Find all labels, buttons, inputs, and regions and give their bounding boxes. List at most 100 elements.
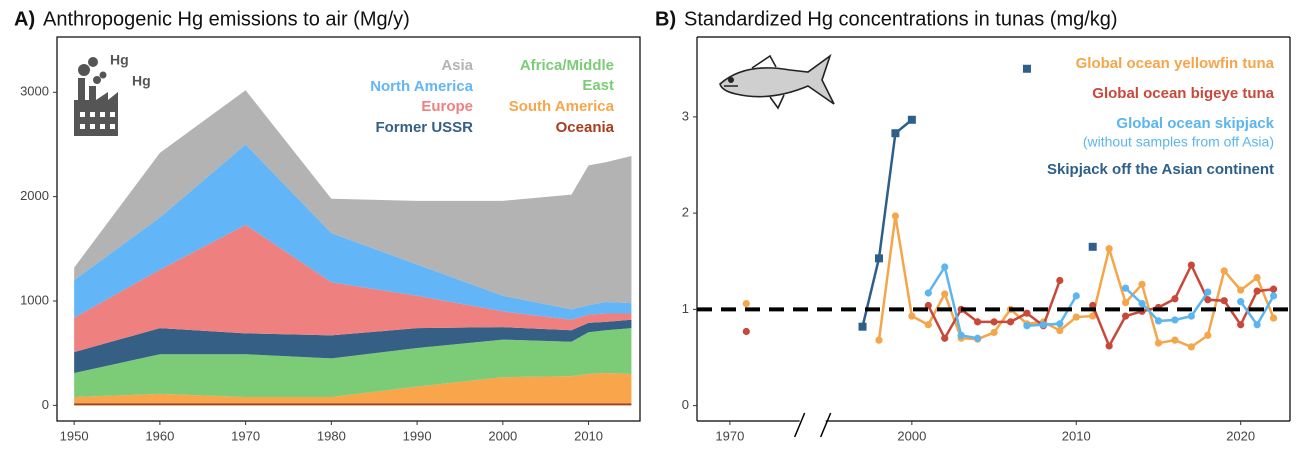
chart-title: Anthropogenic Hg emissions to air (Mg/y) xyxy=(43,8,410,30)
point xyxy=(941,290,948,297)
point xyxy=(1056,327,1063,334)
x-tick-label: 2020 xyxy=(1226,428,1255,443)
legend-label: Global ocean skipjack xyxy=(1116,115,1274,132)
point xyxy=(1221,297,1228,304)
x-tick-label: 2010 xyxy=(1062,428,1091,443)
axis-break xyxy=(795,413,805,437)
point xyxy=(743,328,750,335)
point xyxy=(1254,287,1261,294)
point xyxy=(892,212,899,219)
point xyxy=(1204,332,1211,339)
point xyxy=(958,332,965,339)
legend-note: (without samples from off Asia) xyxy=(1083,134,1274,150)
x-tick-label: 1990 xyxy=(403,428,432,443)
legend-label: Skipjack off the Asian continent xyxy=(1047,161,1274,178)
icon-part xyxy=(96,92,118,100)
point xyxy=(875,254,883,262)
point xyxy=(1056,277,1063,284)
legend-label: Global ocean yellowfin tuna xyxy=(1076,55,1275,72)
legend-label: Former USSR xyxy=(303,118,473,138)
icon-window xyxy=(100,124,105,129)
page: A) Anthropogenic Hg emissions to air (Mg… xyxy=(0,0,1296,450)
x-tick-label: 2000 xyxy=(897,428,926,443)
factory-icon xyxy=(74,57,118,136)
point xyxy=(875,337,882,344)
icon-part xyxy=(89,86,96,102)
y-tick-label: 3 xyxy=(682,108,689,123)
point xyxy=(1188,343,1195,350)
icon-label: Hg xyxy=(132,73,151,89)
point xyxy=(1073,292,1080,299)
y-tick-label: 0 xyxy=(42,397,49,412)
point xyxy=(925,289,932,296)
icon-label: Hg xyxy=(110,52,129,68)
x-tick-label: 2010 xyxy=(574,428,603,443)
point xyxy=(1138,281,1145,288)
point xyxy=(990,318,997,325)
point xyxy=(1122,312,1129,319)
x-tick-label: 1960 xyxy=(145,428,174,443)
point xyxy=(1007,318,1014,325)
point xyxy=(1270,286,1277,293)
x-tick-label: 1970 xyxy=(231,428,260,443)
panel-label: B) xyxy=(655,8,676,30)
point xyxy=(1237,287,1244,294)
icon-part xyxy=(74,100,118,136)
icon-window xyxy=(80,112,85,117)
point xyxy=(1089,243,1097,251)
point xyxy=(1254,274,1261,281)
legend-label: Africa/Middle East xyxy=(504,56,614,96)
point xyxy=(990,329,997,336)
point xyxy=(1023,65,1031,73)
point xyxy=(1237,298,1244,305)
point xyxy=(1056,320,1063,327)
figure: A) Anthropogenic Hg emissions to air (Mg… xyxy=(0,0,1296,450)
legend-label: Europe xyxy=(303,97,473,117)
x-tick-label: 1970 xyxy=(715,428,744,443)
point xyxy=(1122,285,1129,292)
y-tick-label: 1 xyxy=(682,301,689,316)
point xyxy=(925,321,932,328)
point xyxy=(1138,300,1145,307)
point xyxy=(1073,313,1080,320)
x-tick-label: 1950 xyxy=(60,428,89,443)
legend-label: Oceania xyxy=(504,118,614,138)
point xyxy=(1040,321,1047,328)
point xyxy=(1171,316,1178,323)
icon-part xyxy=(720,56,834,104)
x-tick-label: 2000 xyxy=(488,428,517,443)
icon-part xyxy=(88,57,98,67)
icon-part xyxy=(78,64,90,76)
icon-part xyxy=(100,72,107,79)
point xyxy=(1188,261,1195,268)
point xyxy=(1270,314,1277,321)
y-tick-label: 1000 xyxy=(20,292,49,307)
point xyxy=(1237,321,1244,328)
point xyxy=(941,335,948,342)
icon-window xyxy=(90,124,95,129)
icon-window xyxy=(110,112,115,117)
icon-part xyxy=(93,76,101,84)
y-tick-label: 2000 xyxy=(20,188,49,203)
point xyxy=(1171,295,1178,302)
point xyxy=(1204,288,1211,295)
point xyxy=(974,318,981,325)
point xyxy=(908,312,915,319)
point xyxy=(859,323,867,331)
point xyxy=(1106,342,1113,349)
point xyxy=(1155,339,1162,346)
legend-label: Asia xyxy=(303,56,473,76)
point xyxy=(1254,321,1261,328)
icon-window xyxy=(110,124,115,129)
point xyxy=(1122,299,1129,306)
x-tick-label: 1980 xyxy=(317,428,346,443)
legend-label: Global ocean bigeye tuna xyxy=(1092,85,1274,102)
icon-window xyxy=(100,112,105,117)
point xyxy=(1023,310,1030,317)
point xyxy=(1023,322,1030,329)
point xyxy=(743,300,750,307)
point xyxy=(1270,292,1277,299)
icon-part xyxy=(78,78,85,102)
point xyxy=(1106,245,1113,252)
legend-label: North America xyxy=(303,77,473,97)
